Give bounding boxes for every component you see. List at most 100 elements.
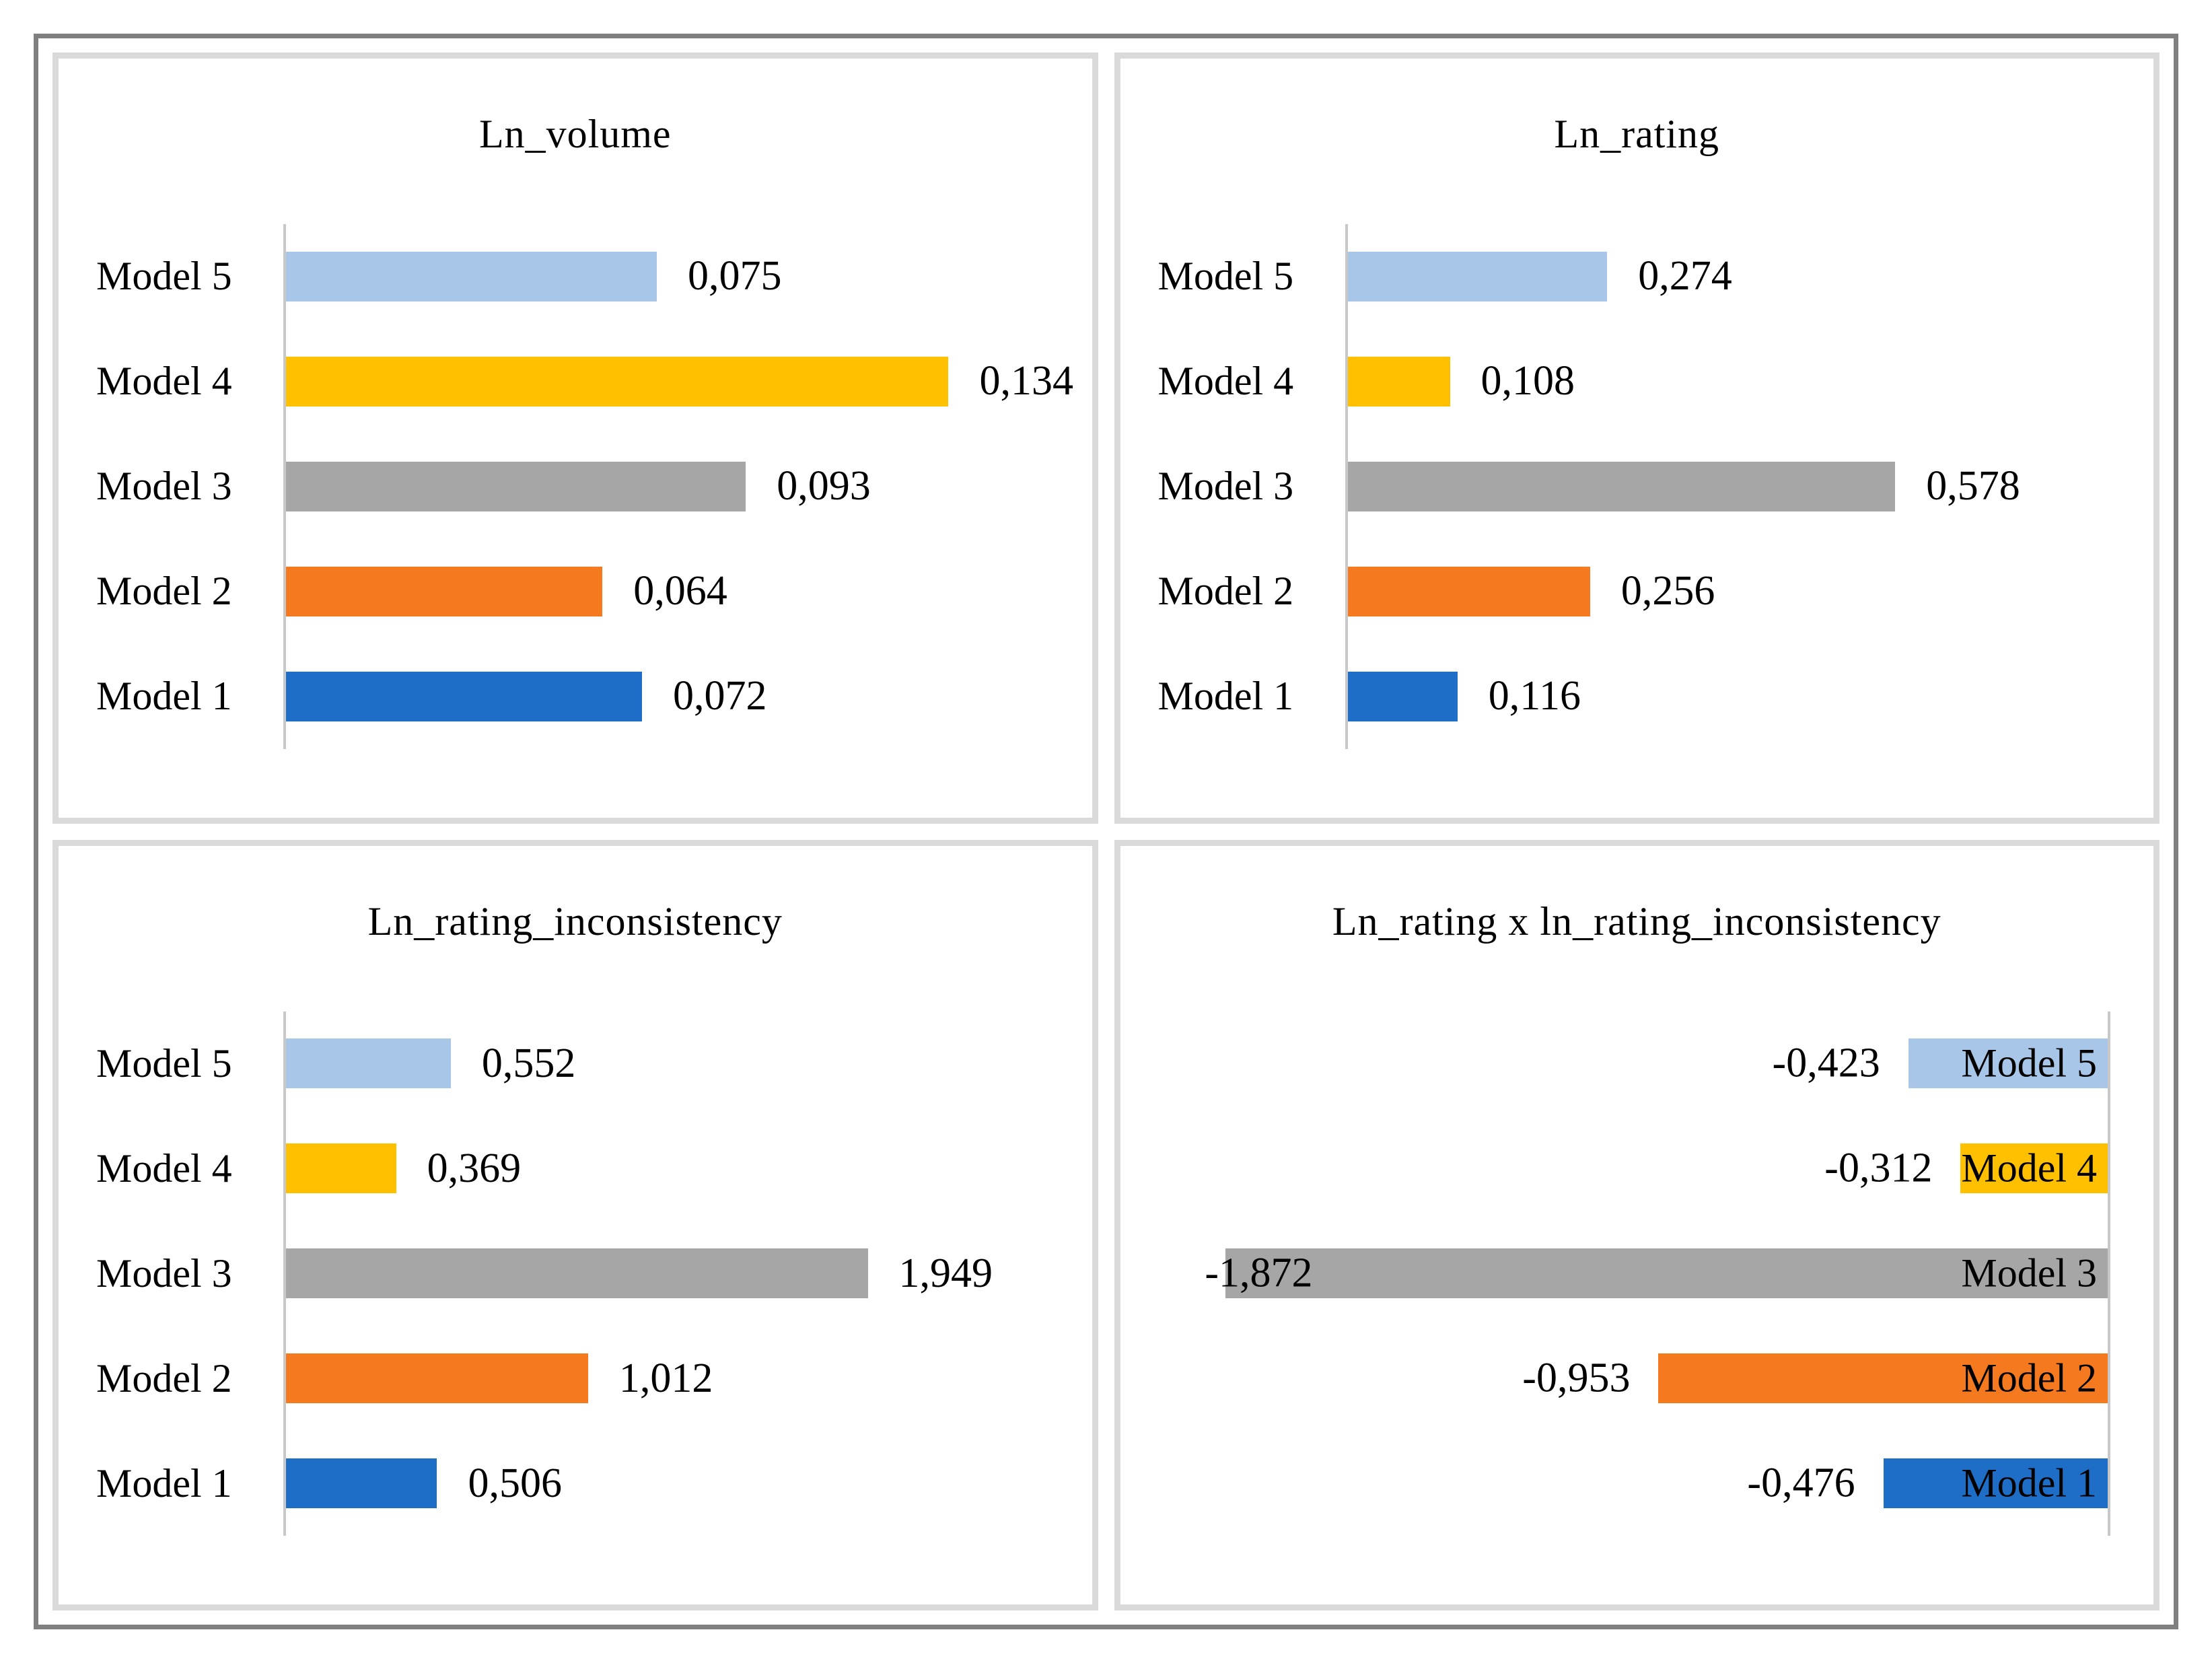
value-label: 0,134	[979, 358, 1073, 404]
value-label: 0,256	[1620, 568, 1715, 614]
category-label: Model 2	[1157, 569, 1294, 614]
bar-track: -1,872 Model 3	[1130, 1221, 2110, 1326]
bar	[1658, 1353, 2108, 1404]
bar-row: Model 1 0,072	[79, 643, 1077, 749]
chart-title-ln-rating-inconsistency: Ln_rating_inconsistency	[367, 898, 783, 944]
bar	[1347, 356, 1450, 406]
category-label: Model 1	[96, 674, 232, 719]
bar-row: -0,476 Model 1	[1130, 1431, 2110, 1536]
category-label: Model 5	[1961, 1040, 2097, 1086]
value-label: -1,872	[1205, 1250, 1313, 1296]
bar-row: -0,312 Model 4	[1130, 1116, 2110, 1222]
category-label: Model 5	[96, 1040, 232, 1086]
figure-frame: Ln_volume Model 5 0,075 Model 4 0,134 Model …	[34, 34, 2178, 1629]
bar-row: Model 4 0,134	[79, 328, 1077, 434]
bar	[1225, 1248, 2108, 1299]
bar	[1347, 671, 1458, 721]
bar-row: Model 3 0,578	[1141, 433, 2139, 539]
value-label: 0,064	[633, 568, 727, 614]
bar-row: Model 4 0,369	[79, 1116, 1077, 1222]
bar-row: Model 2 0,064	[79, 538, 1077, 644]
bar	[1960, 1143, 2108, 1194]
value-label: 0,578	[1926, 463, 2020, 509]
bar-track: 0,506	[283, 1431, 1077, 1536]
bar	[286, 1143, 396, 1194]
bar-row: Model 3 0,093	[79, 433, 1077, 539]
bar-track: 0,072	[283, 643, 1077, 749]
value-label: 0,093	[777, 463, 871, 509]
value-label: 0,072	[672, 673, 767, 719]
bar-chart-ln-rating: Model 5 0,274 Model 4 0,108 Model 3 0,578 Mode…	[1141, 224, 2139, 749]
bar-row: -1,872 Model 3	[1130, 1221, 2110, 1326]
chart-title-ln-volume: Ln_volume	[478, 112, 672, 156]
bar	[1347, 566, 1590, 616]
bar-track: 0,256	[1345, 538, 2139, 644]
value-label: 0,369	[427, 1145, 522, 1191]
panel-ln-rating-x-ln-rating-inconsistency: Ln_rating x ln_rating_inconsistency -0,4…	[1114, 839, 2160, 1611]
category-label: Model 5	[1157, 254, 1294, 299]
value-label: 0,274	[1638, 253, 1732, 299]
bar-track: 0,369	[283, 1116, 1077, 1222]
bar-track: -0,953 Model 2	[1130, 1326, 2110, 1431]
bar	[286, 461, 746, 511]
bar	[1347, 461, 1896, 511]
bar-row: -0,953 Model 2	[1130, 1326, 2110, 1431]
bar-row: Model 2 0,256	[1141, 538, 2139, 644]
value-label: -0,953	[1522, 1355, 1631, 1401]
value-label: -0,423	[1772, 1040, 1880, 1086]
bar-track: 0,075	[283, 224, 1077, 329]
bar	[286, 1353, 588, 1404]
bar-track: -0,423 Model 5	[1130, 1011, 2110, 1117]
value-label: 0,116	[1488, 673, 1581, 719]
bar	[286, 1038, 451, 1089]
category-label: Model 1	[1961, 1460, 2097, 1506]
bar-track: 0,134	[283, 328, 1077, 434]
category-label: Model 3	[96, 1250, 232, 1296]
category-label: Model 4	[1961, 1145, 2097, 1191]
category-label: Model 4	[96, 1145, 232, 1191]
bar-row: -0,423 Model 5	[1130, 1011, 2110, 1117]
panel-ln-rating: Ln_rating Model 5 0,274 Model 4 0,108 Model …	[1114, 52, 2160, 824]
category-label: Model 3	[96, 464, 232, 509]
bar-chart-ln-rating-inconsistency: Model 5 0,552 Model 4 0,369 Model 3 1,949 Mode…	[79, 1011, 1077, 1536]
category-label: Model 3	[1157, 464, 1294, 509]
chart-title-ln-rating: Ln_rating	[1554, 112, 1720, 156]
value-label: 0,506	[468, 1460, 562, 1506]
bar	[286, 671, 642, 721]
bar-track: 0,274	[1345, 224, 2139, 329]
category-label: Model 5	[96, 254, 232, 299]
value-label: -0,476	[1747, 1460, 1855, 1506]
value-label: -0,312	[1824, 1145, 1933, 1191]
bar	[1908, 1038, 2108, 1089]
category-label: Model 4	[96, 359, 232, 404]
value-label: 0,108	[1480, 358, 1575, 404]
bar	[1883, 1458, 2108, 1509]
bar-row: Model 5 0,075	[79, 224, 1077, 329]
category-label: Model 2	[1961, 1355, 2097, 1401]
bar-track: 1,012	[283, 1326, 1077, 1431]
bar	[286, 356, 949, 406]
bar-row: Model 4 0,108	[1141, 328, 2139, 434]
bar-track: 1,949	[283, 1221, 1077, 1326]
bar-track: -0,476 Model 1	[1130, 1431, 2110, 1536]
value-label: 0,075	[688, 253, 782, 299]
bar-row: Model 5 0,274	[1141, 224, 2139, 329]
category-label: Model 1	[1157, 674, 1294, 719]
panel-ln-volume: Ln_volume Model 5 0,075 Model 4 0,134 Model …	[52, 52, 1098, 824]
bar	[1347, 251, 1608, 302]
bar-chart-ln-volume: Model 5 0,075 Model 4 0,134 Model 3 0,093 Mode…	[79, 224, 1077, 749]
bar	[286, 1458, 437, 1509]
chart-title-ln-rating-x-ln-rating-inconsistency: Ln_rating x ln_rating_inconsistency	[1332, 898, 1941, 944]
value-label: 0,552	[481, 1040, 576, 1086]
panel-ln-rating-inconsistency: Ln_rating_inconsistency Model 5 0,552 Mode…	[52, 839, 1098, 1611]
bar-track: 0,552	[283, 1011, 1077, 1117]
bar-track: 0,108	[1345, 328, 2139, 434]
category-label: Model 3	[1961, 1250, 2097, 1296]
value-label: 1,012	[618, 1355, 713, 1401]
value-label: 1,949	[898, 1250, 993, 1296]
bar-chart-ln-rating-x-ln-rating-inconsistency: -0,423 Model 5 -0,312 Model 4 -1,872 Model 3-…	[1130, 1011, 2110, 1536]
bar-row: Model 5 0,552	[79, 1011, 1077, 1117]
bar-row: Model 1 0,116	[1141, 643, 2139, 749]
bar-row: Model 1 0,506	[79, 1431, 1077, 1536]
bar	[286, 251, 657, 302]
